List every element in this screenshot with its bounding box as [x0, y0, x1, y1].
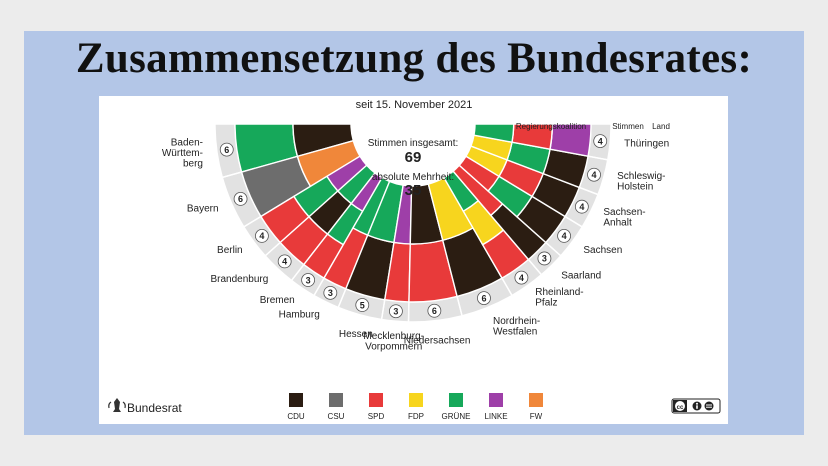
votes-badge-berlin [255, 228, 269, 243]
votes-badge-nordrhein-westfalen [477, 291, 491, 305]
votes-hessen: 5 [360, 300, 365, 310]
votes-saarland: 3 [542, 254, 547, 264]
votes-rheinland-pfalz: 4 [519, 273, 524, 283]
state-label-hamburg: Hamburg [279, 309, 320, 320]
state-label-baden-wuerttem-berg: Baden-Württem-berg [162, 137, 203, 169]
state-label-bayern: Bayern [187, 203, 219, 214]
legend-swatch-linke [489, 393, 503, 407]
legend-label-csu: CSU [328, 412, 345, 421]
votes-badge-bayern [233, 191, 248, 206]
votes-badge-niedersachsen [427, 303, 442, 318]
state-label-sachsen: Sachsen [583, 245, 622, 256]
legend-swatch-cdu [289, 393, 303, 407]
votes-sachsen: 4 [562, 231, 567, 241]
votes-badge-mecklenburg-vorpommern [389, 304, 403, 319]
state-label-bremen: Bremen [260, 295, 295, 306]
wedge-thueringen-gruene [473, 123, 515, 144]
legend-swatch-fdp [409, 393, 423, 407]
total-votes-value: 69 [405, 149, 422, 166]
votes-schleswig-holstein: 4 [592, 170, 597, 180]
state-label-nordrhein-westfalen: Nordrhein-Westfalen [493, 316, 540, 338]
votes-bremen: 3 [306, 275, 311, 285]
state-label-rheinland-pfalz: Rheinland-Pfalz [535, 287, 583, 309]
header-stimmen: Stimmen [612, 122, 644, 131]
state-label-mecklenburg-vorpommern: Mecklenburg-Vorpommern [363, 331, 424, 353]
legend-label-cdu: CDU [287, 412, 305, 421]
state-label-sachsen-anhalt: Sachsen-Anhalt [603, 207, 645, 229]
votes-badge-saarland [537, 251, 552, 266]
total-votes-label: Stimmen insgesamt: [368, 138, 459, 149]
state-label-berlin: Berlin [217, 245, 243, 256]
header-land: Land [652, 122, 670, 131]
legend-label-fw: FW [530, 412, 543, 421]
state-label-brandenburg: Brandenburg [210, 274, 268, 285]
votes-niedersachsen: 6 [432, 306, 437, 316]
legend-swatch-spd [369, 393, 383, 407]
header-regierungskoalition: Regierungskoalition [516, 122, 586, 131]
votes-badge-sachsen [557, 228, 571, 243]
license-badge: cc [671, 398, 721, 414]
votes-badge-sachsen-anhalt [574, 199, 589, 214]
state-label-saarland: Saarland [561, 271, 601, 282]
votes-thueringen: 4 [598, 136, 603, 146]
state-label-thueringen: Thüringen [624, 138, 669, 149]
state-label-niedersachsen: Niedersachsen [404, 336, 471, 347]
votes-badge-rheinland-pfalz [514, 270, 529, 285]
legend-swatch-csu [329, 393, 343, 407]
votes-badge-hessen [355, 298, 370, 312]
votes-badge-brandenburg [277, 254, 292, 269]
bundesrat-logo-text: Bundesrat [127, 401, 182, 415]
votes-badge-hamburg [323, 285, 338, 300]
votes-badge-thueringen [593, 134, 608, 148]
legend-swatch-gruene [449, 393, 463, 407]
state-label-hessen: Hessen [339, 329, 373, 340]
slide-title: Zusammensetzung des Bundesrates: [75, 35, 753, 82]
majority-value: 35 [405, 182, 422, 199]
majority-label: absolute Mehrheit: [372, 172, 454, 183]
bundesrat-eagle-icon [108, 398, 126, 412]
votes-sachsen-anhalt: 4 [579, 202, 584, 212]
legend-label-spd: SPD [368, 412, 385, 421]
votes-badge-schleswig-holstein [587, 167, 601, 182]
nd-icon [704, 401, 714, 411]
date-line: seit 15. November 2021 [356, 99, 473, 111]
legend-label-fdp: FDP [408, 412, 424, 421]
votes-mecklenburg-vorpommern: 3 [393, 307, 398, 317]
votes-brandenburg: 4 [282, 257, 287, 267]
votes-bayern: 6 [238, 194, 243, 204]
votes-hamburg: 3 [328, 288, 333, 298]
legend-swatch-fw [529, 393, 543, 407]
votes-badge-baden-wuerttem-berg [219, 142, 234, 157]
votes-berlin: 4 [259, 231, 264, 241]
votes-baden-wuerttem-berg: 6 [224, 145, 229, 155]
legend-label-linke: LINKE [484, 412, 507, 421]
svg-text:cc: cc [677, 405, 684, 411]
cc-icon [675, 401, 685, 411]
state-label-schleswig-holstein: Schleswig-Holstein [617, 171, 665, 193]
votes-nordrhein-westfalen: 6 [481, 293, 486, 303]
votes-badge-bremen [301, 273, 316, 287]
legend-label-gruene: GRÜNE [442, 412, 471, 421]
